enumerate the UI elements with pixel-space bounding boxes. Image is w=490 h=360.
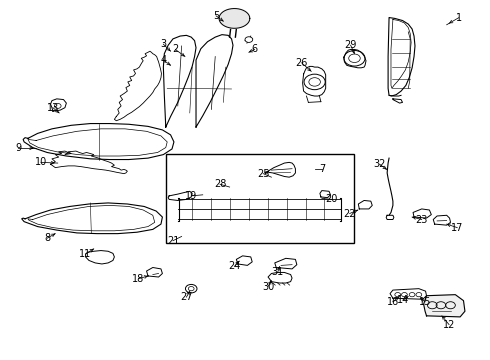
Text: 1: 1 <box>456 13 462 23</box>
Text: 6: 6 <box>251 45 258 54</box>
Text: 22: 22 <box>343 208 356 219</box>
Text: 12: 12 <box>443 320 455 330</box>
Text: 29: 29 <box>344 40 357 50</box>
Circle shape <box>245 37 253 42</box>
Text: 5: 5 <box>213 11 220 21</box>
Text: 23: 23 <box>416 215 428 225</box>
Text: 25: 25 <box>257 168 270 179</box>
Polygon shape <box>219 9 250 28</box>
Text: 7: 7 <box>318 165 325 174</box>
Text: 16: 16 <box>387 297 399 307</box>
Text: 31: 31 <box>271 267 284 278</box>
Text: 18: 18 <box>132 274 145 284</box>
Text: 3: 3 <box>160 39 167 49</box>
Text: 28: 28 <box>214 179 226 189</box>
Text: 2: 2 <box>172 45 178 54</box>
Polygon shape <box>424 294 465 317</box>
Text: 17: 17 <box>451 222 464 233</box>
Text: 30: 30 <box>262 282 274 292</box>
Text: 11: 11 <box>79 249 92 259</box>
Text: 8: 8 <box>44 233 50 243</box>
Text: 27: 27 <box>180 292 193 302</box>
Text: 15: 15 <box>419 297 431 307</box>
Text: 10: 10 <box>35 157 47 167</box>
Text: 32: 32 <box>373 159 386 169</box>
Text: 21: 21 <box>167 236 179 246</box>
Text: 19: 19 <box>185 191 197 201</box>
Bar <box>166 154 354 243</box>
Text: 9: 9 <box>15 143 22 153</box>
Text: 14: 14 <box>397 295 410 305</box>
Text: 26: 26 <box>295 58 308 68</box>
Text: 20: 20 <box>325 194 338 204</box>
Text: 4: 4 <box>160 55 167 65</box>
Text: 24: 24 <box>228 261 241 271</box>
Text: 13: 13 <box>47 103 59 113</box>
